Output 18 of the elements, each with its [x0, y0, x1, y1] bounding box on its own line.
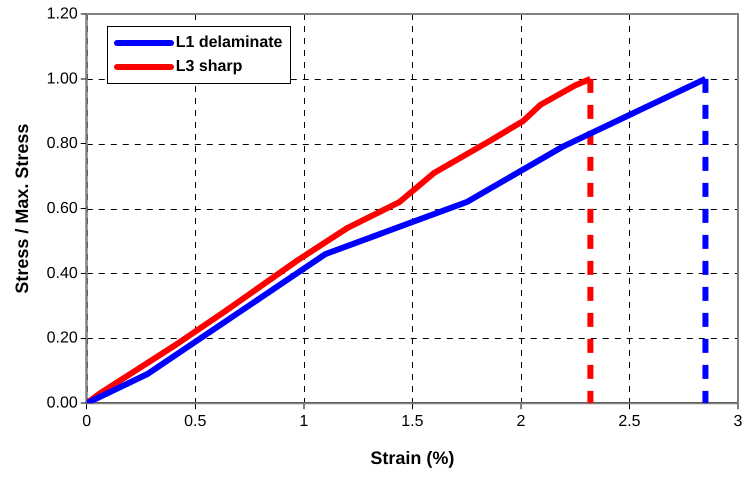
x-tick-label: 1 [299, 413, 308, 430]
y-tick-label: 0.60 [46, 200, 78, 218]
y-tick-label: 1.00 [46, 70, 78, 88]
x-axis-title: Strain (%) [370, 448, 454, 468]
x-tick-label: 3 [734, 413, 743, 430]
x-tick-label: 1.5 [401, 413, 424, 430]
legend-label: L3 sharp [176, 58, 242, 76]
x-tick-label: 2 [516, 413, 526, 430]
x-tick-label: 2.5 [618, 413, 641, 430]
x-tick-label: 0 [82, 413, 92, 430]
x-tick-label: 0.5 [184, 413, 207, 430]
y-tick-label: 0.20 [46, 330, 78, 347]
y-tick-label: 1.20 [46, 5, 78, 22]
legend-label: L1 delaminate [176, 34, 282, 52]
y-tick-label: 0.00 [46, 394, 78, 412]
y-axis-title: Stress / Max. Stress [12, 124, 32, 294]
y-tick-label: 0.40 [46, 264, 78, 282]
y-tick-label: 0.80 [46, 135, 78, 152]
